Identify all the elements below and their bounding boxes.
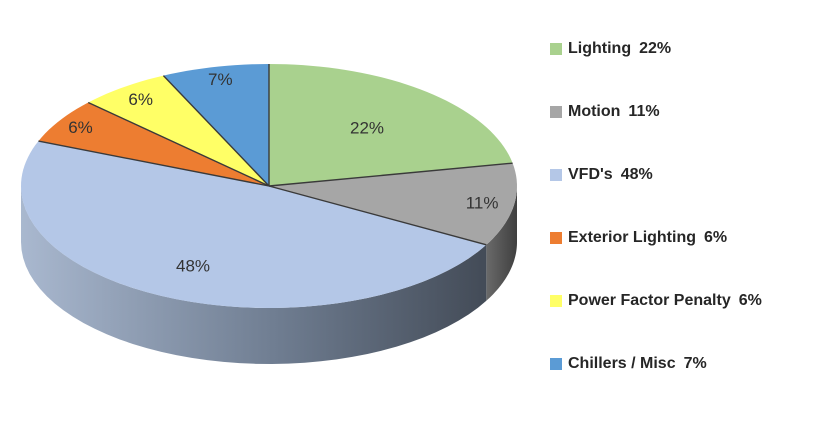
pie-side-vfd-s (21, 186, 487, 364)
legend-label: VFD's (568, 166, 613, 183)
data-label-lighting: 22% (350, 119, 384, 138)
pie-side-motion (486, 186, 517, 301)
pie-slice-separator (268, 162, 513, 187)
legend-swatch (550, 43, 562, 55)
legend-swatch (550, 295, 562, 307)
legend-swatch (550, 358, 562, 370)
pie-slice-separator (87, 101, 270, 187)
pie-slice-separator (162, 75, 270, 187)
pie-data-labels: 22% 11% 48% 6% 6% 7% (68, 70, 498, 276)
legend-value: 6% (704, 229, 728, 246)
legend-value: 7% (683, 355, 707, 372)
pie-slice-power-factor-penalty (88, 75, 269, 186)
pie-slice-exterior-lighting (38, 102, 269, 186)
legend-item-vfd-s: VFD's 48% (550, 166, 653, 184)
data-label-power-factor-penalty: 6% (128, 90, 153, 109)
legend-item-lighting: Lighting 22% (550, 40, 671, 58)
legend-value: 48% (620, 166, 653, 183)
legend-value: 11% (628, 103, 660, 120)
legend-swatch (550, 169, 562, 181)
legend-item-chillers-misc: Chillers / Misc 7% (550, 355, 707, 373)
pie-slice-separator (268, 185, 487, 246)
legend-value: 22% (639, 40, 672, 57)
legend-item-power-factor-penalty: Power Factor Penalty 6% (550, 292, 762, 310)
pie-slice-motion (269, 163, 517, 245)
pie-top-faces (21, 64, 517, 308)
legend-item-motion: Motion 11% (550, 103, 660, 121)
legend-value: 6% (738, 292, 762, 309)
legend-label: Exterior Lighting (568, 229, 696, 246)
legend-label: Chillers / Misc (568, 355, 676, 372)
pie-slice-lighting (269, 64, 513, 186)
legend-swatch (550, 232, 562, 244)
data-label-motion: 11% (466, 194, 499, 213)
data-label-vfd-s: 48% (176, 257, 210, 276)
pie-slice-vfd-s (21, 141, 487, 308)
legend-item-exterior-lighting: Exterior Lighting 6% (550, 229, 727, 247)
pie-side-walls (21, 186, 517, 364)
data-label-exterior-lighting: 6% (68, 118, 93, 137)
legend-label: Motion (568, 103, 621, 120)
data-label-chillers-misc: 7% (208, 70, 233, 89)
legend-label: Lighting (568, 40, 632, 57)
legend-swatch (550, 106, 562, 118)
pie-slice-separator (38, 140, 270, 187)
legend-label: Power Factor Penalty (568, 292, 731, 309)
pie-slice-chillers-misc (163, 64, 269, 186)
